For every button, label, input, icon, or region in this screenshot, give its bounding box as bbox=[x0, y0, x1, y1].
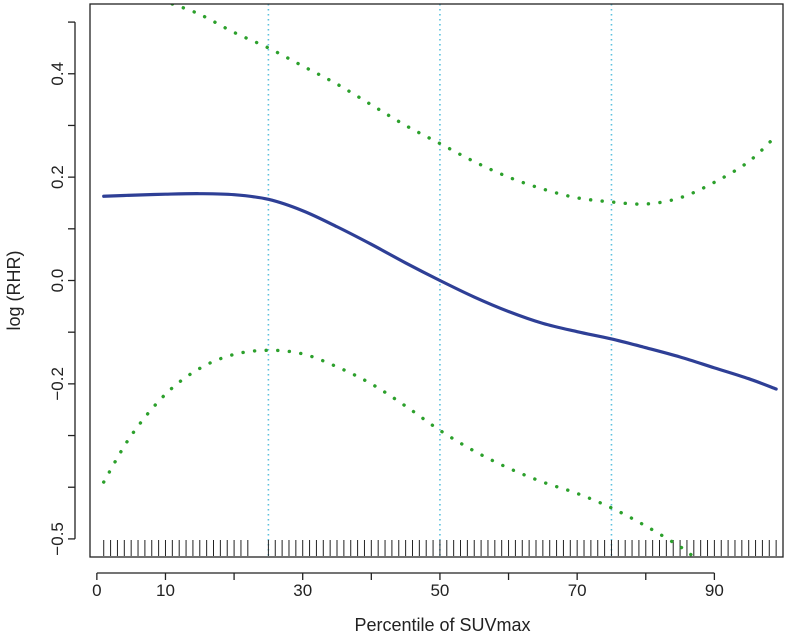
y-tick-label: 0.4 bbox=[48, 62, 67, 86]
y-axis-label: log (RHR) bbox=[4, 250, 24, 330]
x-tick-label: 90 bbox=[705, 581, 724, 600]
estimate-line bbox=[102, 192, 778, 391]
y-tick-label: −0.2 bbox=[48, 367, 67, 401]
rug-marks bbox=[103, 540, 777, 556]
y-tick-label: −0.5 bbox=[48, 522, 67, 556]
y-tick-label: 0.2 bbox=[48, 165, 67, 189]
x-tick-label: 50 bbox=[430, 581, 449, 600]
series-layer bbox=[102, 4, 778, 557]
x-tick-label: 0 bbox=[92, 581, 101, 600]
x-tick-label: 30 bbox=[293, 581, 312, 600]
plot-frame bbox=[89, 3, 784, 558]
upper-ci-line bbox=[170, 4, 778, 206]
x-axis-label: Percentile of SUVmax bbox=[354, 615, 530, 635]
x-tick-label: 70 bbox=[568, 581, 587, 600]
y-tick-label: 0.0 bbox=[48, 269, 67, 293]
x-axis: 0 10 30 50 70 90 bbox=[92, 572, 724, 600]
y-axis: −0.5 −0.2 0.0 0.2 0.4 bbox=[48, 21, 76, 556]
x-tick-label: 10 bbox=[156, 581, 175, 600]
lower-ci-line bbox=[102, 348, 696, 557]
